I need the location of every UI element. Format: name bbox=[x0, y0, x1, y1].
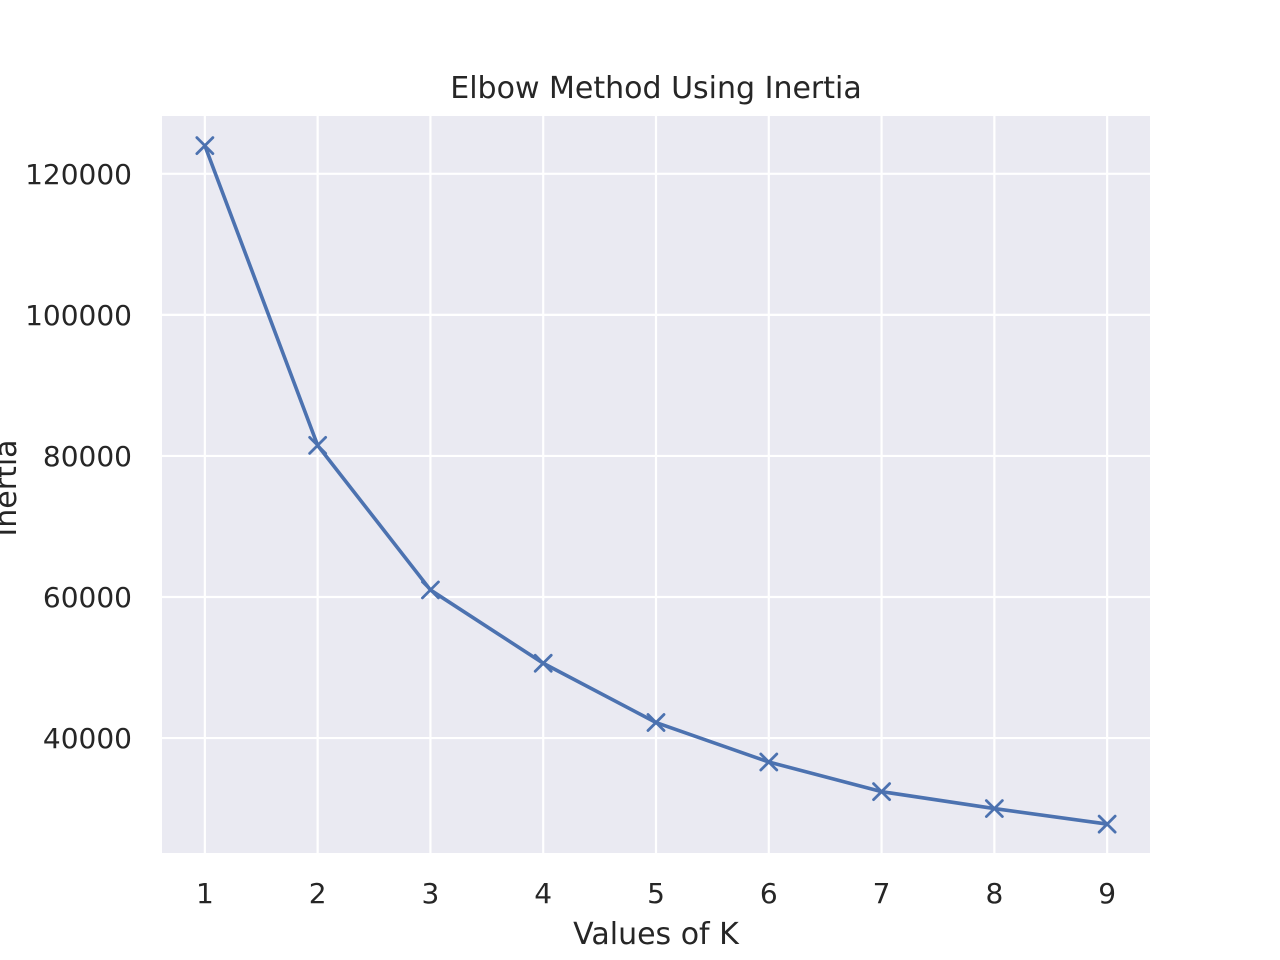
data-point-marker bbox=[759, 752, 779, 772]
data-point-marker bbox=[308, 435, 328, 455]
x-tick-label: 6 bbox=[760, 877, 778, 910]
x-tick-labels: 1 2 3 4 5 6 7 8 9 bbox=[196, 877, 1116, 910]
data-point-marker bbox=[872, 782, 891, 802]
x-tick-label: 5 bbox=[647, 877, 665, 910]
x-tick-label: 9 bbox=[1098, 877, 1116, 910]
x-tick-label: 2 bbox=[309, 877, 327, 910]
x-tick-label: 7 bbox=[873, 877, 891, 910]
data-point-marker bbox=[421, 580, 440, 600]
y-tick-label: 80000 bbox=[43, 440, 132, 473]
data-point-marker bbox=[195, 136, 215, 156]
x-tick-label: 4 bbox=[534, 877, 552, 910]
data-point-marker bbox=[984, 799, 1004, 818]
y-tick-label: 120000 bbox=[25, 158, 132, 191]
x-tick-label: 1 bbox=[196, 877, 214, 910]
y-tick-label: 40000 bbox=[43, 722, 132, 755]
data-point-marker bbox=[533, 653, 553, 673]
x-tick-label: 3 bbox=[422, 877, 440, 910]
data-point-marker bbox=[646, 713, 666, 732]
x-axis-label: Values of K bbox=[573, 917, 740, 952]
y-tick-label: 60000 bbox=[43, 581, 132, 614]
y-tick-label: 100000 bbox=[25, 299, 132, 332]
y-tick-labels: 40000 60000 80000 100000 120000 bbox=[25, 158, 132, 755]
data-point-marker bbox=[1097, 814, 1117, 834]
x-tick-label: 8 bbox=[985, 877, 1003, 910]
y-axis-label: Inertia bbox=[0, 439, 24, 536]
chart-title: Elbow Method Using Inertia bbox=[450, 71, 861, 106]
grid-lines bbox=[162, 116, 1150, 853]
series-group bbox=[195, 136, 1117, 834]
